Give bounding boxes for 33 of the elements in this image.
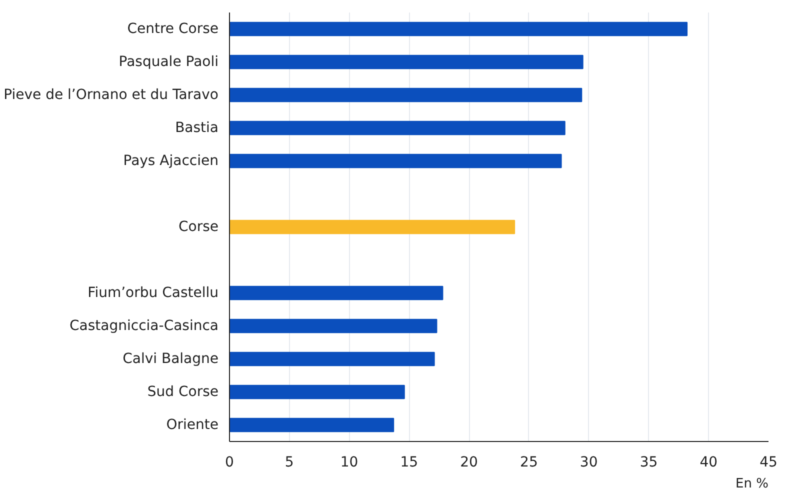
y-tick-label: Bastia <box>175 120 218 136</box>
y-tick-label: Pasquale Paoli <box>118 54 219 70</box>
y-tick-label: Calvi Balagne <box>122 351 219 367</box>
bar <box>230 418 394 432</box>
y-tick-label: Oriente <box>166 417 219 433</box>
y-tick-label: Pieve de l’Ornano et du Taravo <box>4 87 219 103</box>
x-tick-label: 25 <box>520 454 538 470</box>
x-tick-label: 30 <box>580 454 598 470</box>
bar <box>230 88 582 102</box>
bar <box>230 384 405 400</box>
x-tick-label: 45 <box>760 454 778 470</box>
y-tick-label: Centre Corse <box>127 21 219 37</box>
x-tick-label: 15 <box>400 454 418 470</box>
y-tick-label: Corse <box>178 219 219 235</box>
bar <box>230 154 562 168</box>
bar <box>230 120 566 136</box>
y-tick-label: Pays Ajaccien <box>123 153 219 169</box>
y-tick-label: Castagniccia-Casinca <box>70 318 218 334</box>
x-tick-label: 10 <box>340 454 358 470</box>
y-tick-label: Fium’orbu Castellu <box>88 285 219 301</box>
bar <box>230 318 438 334</box>
x-tick-label: 40 <box>700 454 718 470</box>
x-tick-label: 5 <box>284 454 294 470</box>
bar <box>230 54 584 70</box>
x-tick-label: 0 <box>225 454 234 470</box>
x-axis-title: En % <box>736 476 769 492</box>
bar <box>230 220 516 234</box>
bar <box>230 286 444 300</box>
bar <box>230 352 435 366</box>
y-tick-label: Sud Corse <box>147 384 219 400</box>
bar <box>230 22 688 36</box>
x-tick-label: 20 <box>460 454 478 470</box>
x-tick-label: 35 <box>640 454 658 470</box>
